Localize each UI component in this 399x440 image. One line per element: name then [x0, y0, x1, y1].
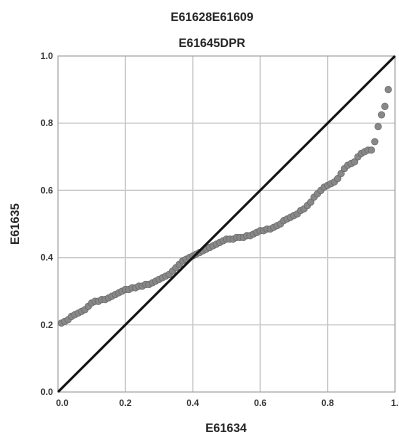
y-tick-label: 0.8 [40, 118, 53, 128]
x-tick-label: 0.0 [56, 398, 69, 408]
y-tick-label: 0.4 [40, 253, 53, 263]
data-point [350, 158, 359, 166]
x-axis-label: E61634 [205, 421, 247, 435]
plot-area: 0.0 0.2 0.4 0.6 0.8 1.0 0.0 0.2 0.4 0.6 0.8 1.0 [40, 51, 399, 408]
x-tick-label: 0.6 [254, 398, 267, 408]
data-point [377, 111, 386, 119]
y-tick-label: 0.2 [40, 320, 53, 330]
data-point [381, 102, 389, 110]
plot-frame [57, 55, 396, 393]
x-tick-label: 1.0 [391, 398, 399, 408]
x-tick-label: 0.4 [187, 398, 200, 408]
x-tick-label: 0.2 [119, 398, 132, 408]
data-point [334, 175, 342, 183]
y-tick-label: 0.0 [40, 387, 53, 397]
data-point [367, 146, 376, 154]
reference-line [57, 55, 396, 393]
data-point [371, 138, 379, 146]
data-point [337, 170, 345, 178]
data-point [384, 85, 392, 94]
y-axis-label: E61635 [8, 203, 22, 245]
x-tick-label: 0.8 [321, 398, 334, 408]
y-tick-label: 0.6 [40, 185, 53, 195]
data-point [374, 122, 382, 131]
data-point [307, 198, 315, 206]
chart-subtitle: E61645DPR [179, 36, 246, 50]
chart-title: E61628E61609 [171, 10, 254, 24]
y-tick-label: 1.0 [40, 51, 53, 61]
